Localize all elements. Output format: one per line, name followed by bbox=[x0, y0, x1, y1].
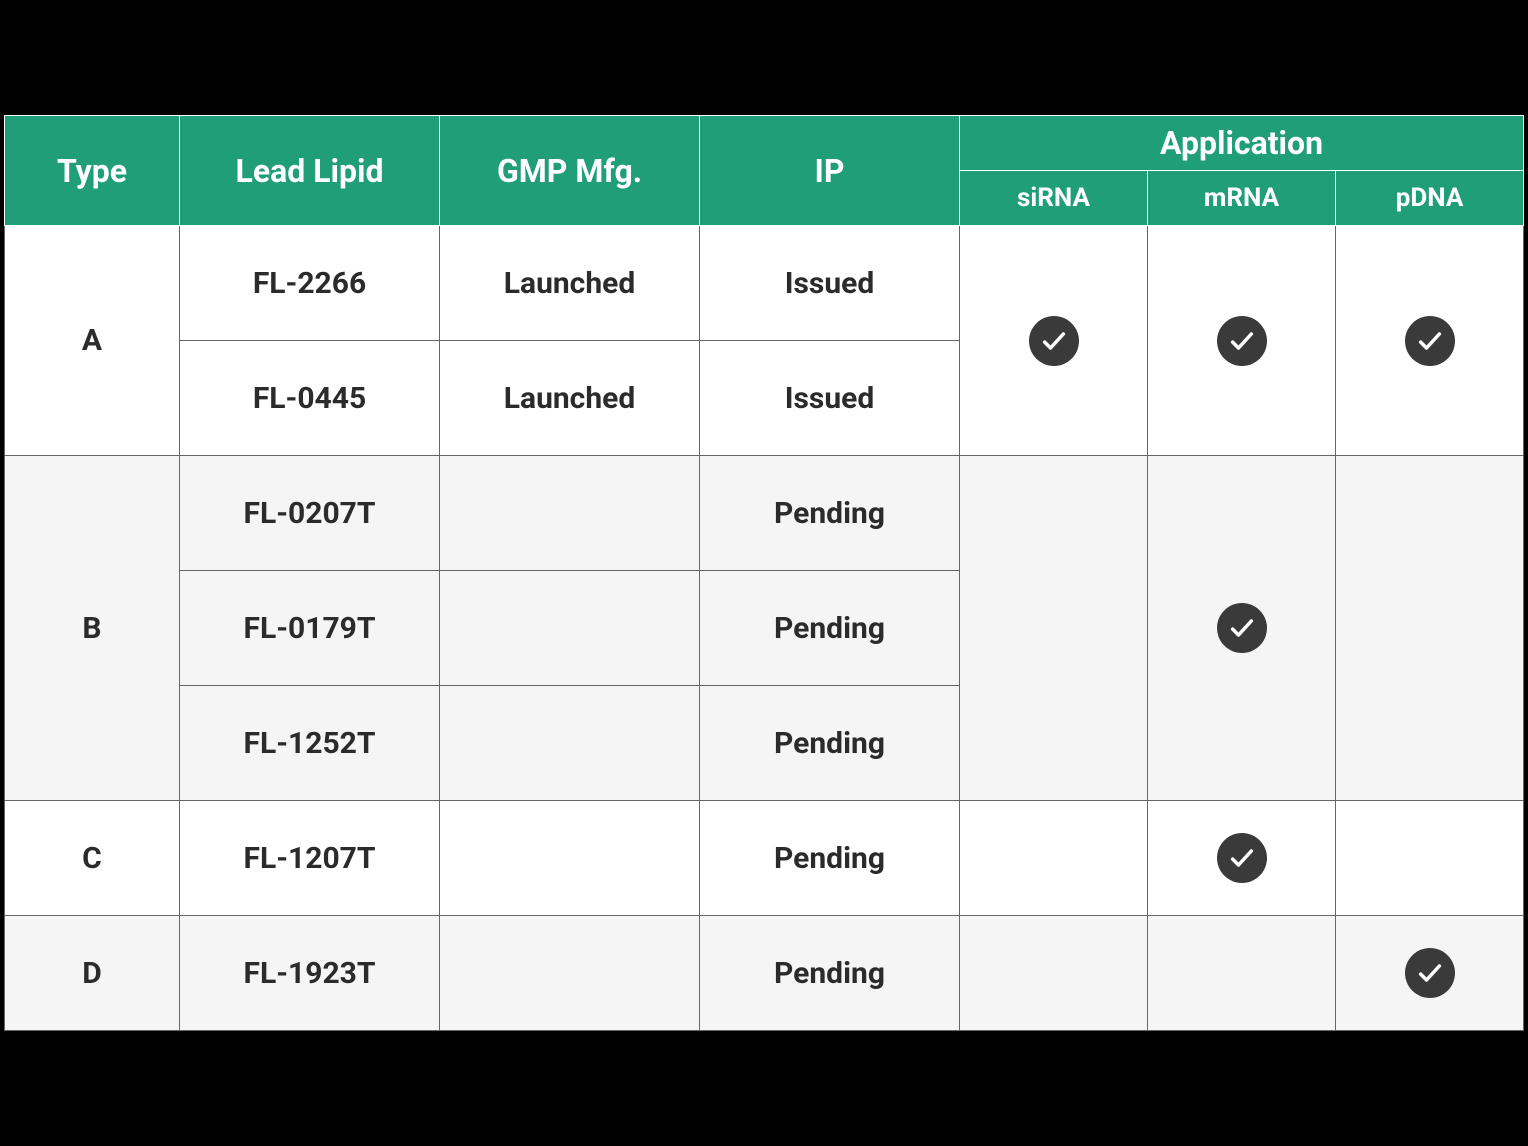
cell-app-mrna bbox=[1148, 226, 1336, 456]
table-row: CFL-1207T Pending bbox=[5, 801, 1524, 916]
cell-ip: Pending bbox=[700, 456, 960, 571]
cell-app-sirna bbox=[960, 801, 1148, 916]
cell-lead-lipid: FL-0179T bbox=[180, 571, 440, 686]
cell-app-mrna bbox=[1148, 456, 1336, 801]
cell-app-pdna bbox=[1336, 226, 1524, 456]
cell-gmp bbox=[440, 916, 700, 1031]
col-header-lipid: Lead Lipid bbox=[180, 116, 440, 226]
col-header-type: Type bbox=[5, 116, 180, 226]
check-icon bbox=[1217, 833, 1267, 883]
cell-gmp bbox=[440, 686, 700, 801]
table-row: DFL-1923T Pending bbox=[5, 916, 1524, 1031]
cell-lead-lipid: FL-0207T bbox=[180, 456, 440, 571]
check-icon bbox=[1029, 316, 1079, 366]
cell-ip: Pending bbox=[700, 686, 960, 801]
cell-lead-lipid: FL-1252T bbox=[180, 686, 440, 801]
col-subheader-sirna: siRNA bbox=[960, 171, 1148, 226]
cell-gmp bbox=[440, 456, 700, 571]
table-header: Type Lead Lipid GMP Mfg. IP Application … bbox=[5, 116, 1524, 226]
cell-type: D bbox=[5, 916, 180, 1031]
cell-app-mrna bbox=[1148, 916, 1336, 1031]
col-header-gmp: GMP Mfg. bbox=[440, 116, 700, 226]
cell-app-sirna bbox=[960, 226, 1148, 456]
cell-lead-lipid: FL-1207T bbox=[180, 801, 440, 916]
cell-app-sirna bbox=[960, 456, 1148, 801]
table-row: BFL-0207TPending bbox=[5, 456, 1524, 571]
cell-gmp: Launched bbox=[440, 226, 700, 341]
check-icon bbox=[1405, 948, 1455, 998]
cell-gmp bbox=[440, 801, 700, 916]
table-body: AFL-2266LaunchedIssuedFL-0445LaunchedIss… bbox=[5, 226, 1524, 1031]
cell-gmp bbox=[440, 571, 700, 686]
cell-app-pdna bbox=[1336, 916, 1524, 1031]
col-header-ip: IP bbox=[700, 116, 960, 226]
cell-app-pdna bbox=[1336, 801, 1524, 916]
cell-gmp: Launched bbox=[440, 341, 700, 456]
check-icon bbox=[1217, 316, 1267, 366]
table-row: AFL-2266LaunchedIssued bbox=[5, 226, 1524, 341]
cell-lead-lipid: FL-1923T bbox=[180, 916, 440, 1031]
cell-lead-lipid: FL-2266 bbox=[180, 226, 440, 341]
lipid-table: Type Lead Lipid GMP Mfg. IP Application … bbox=[4, 115, 1524, 1031]
cell-app-pdna bbox=[1336, 456, 1524, 801]
cell-type: C bbox=[5, 801, 180, 916]
col-subheader-pdna: pDNA bbox=[1336, 171, 1524, 226]
cell-app-mrna bbox=[1148, 801, 1336, 916]
check-icon bbox=[1405, 316, 1455, 366]
cell-ip: Pending bbox=[700, 916, 960, 1031]
cell-ip: Pending bbox=[700, 571, 960, 686]
cell-lead-lipid: FL-0445 bbox=[180, 341, 440, 456]
col-subheader-mrna: mRNA bbox=[1148, 171, 1336, 226]
cell-type: B bbox=[5, 456, 180, 801]
cell-type: A bbox=[5, 226, 180, 456]
cell-ip: Issued bbox=[700, 341, 960, 456]
lipid-table-container: Type Lead Lipid GMP Mfg. IP Application … bbox=[4, 115, 1524, 1031]
col-header-application: Application bbox=[960, 116, 1524, 171]
check-icon bbox=[1217, 603, 1267, 653]
cell-ip: Pending bbox=[700, 801, 960, 916]
cell-app-sirna bbox=[960, 916, 1148, 1031]
cell-ip: Issued bbox=[700, 226, 960, 341]
